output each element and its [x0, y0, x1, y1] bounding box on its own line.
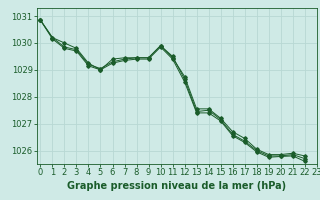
- X-axis label: Graphe pression niveau de la mer (hPa): Graphe pression niveau de la mer (hPa): [67, 181, 286, 191]
